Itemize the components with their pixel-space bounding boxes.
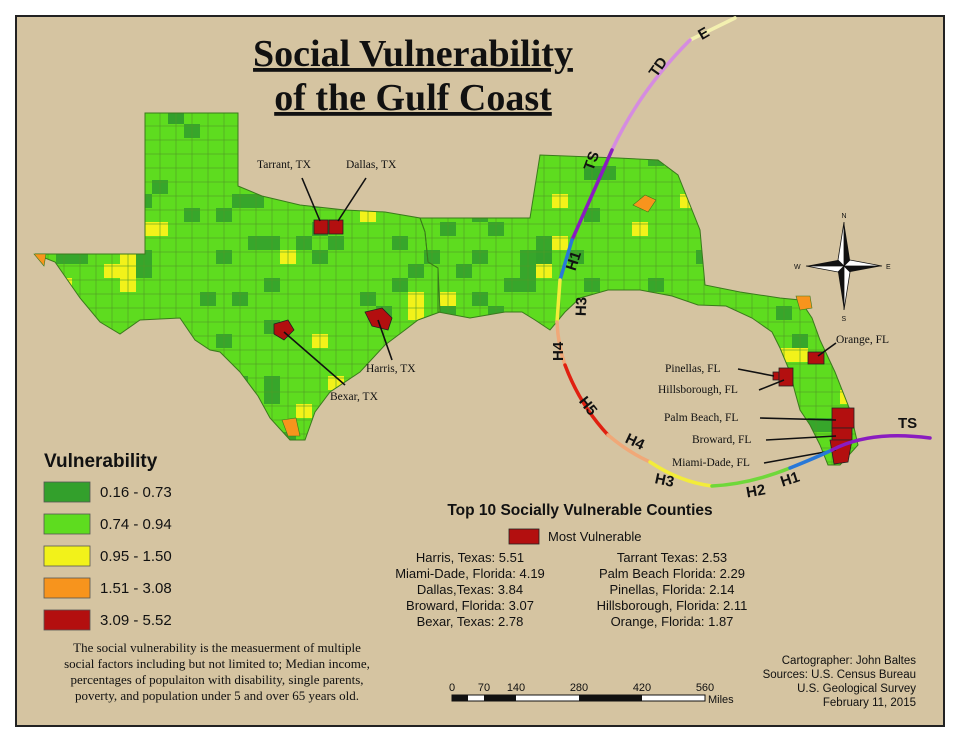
leader-lines [283,177,837,464]
legend-label-1: 0.16 - 0.73 [100,484,172,501]
map-title-line1: Social Vulnerability [253,33,573,75]
legend-swatch-2 [43,513,91,535]
legend: Vulnerability 0.16 - 0.73 0.74 - 0.94 0.95… [43,451,172,631]
label-bexar: Bexar, TX [330,391,379,403]
top10-panel: Top 10 Socially Vulnerable Counties Most… [395,502,747,629]
most-vulnerable-swatch [508,528,540,545]
scale-tick-560: 560 [696,682,714,694]
top10-right-5: Orange, Florida: 1.87 [611,614,734,629]
compass-n: N [842,213,847,220]
top10-title: Top 10 Socially Vulnerable Counties [447,502,712,519]
label-broward: Broward, FL [692,434,751,446]
scale-tick-140: 140 [507,682,525,694]
legend-swatch-1 [43,481,91,503]
credit-cartographer: Cartographer: John Baltes [782,655,916,667]
credit-source-census: Sources: U.S. Census Bureau [763,669,916,681]
compass-s: S [842,316,847,323]
credit-date: February 11, 2015 [823,697,916,709]
top10-right-1: Tarrant Texas: 2.53 [617,550,727,565]
compass-w: W [794,264,801,271]
description-text: The social vulnerability is the measuerm… [64,640,370,703]
legend-swatch-4 [43,577,91,599]
description-line-1: The social vulnerability is the measuerm… [73,640,361,655]
top10-left-5: Bexar, Texas: 2.78 [417,614,524,629]
top10-left-2: Miami-Dade, Florida: 4.19 [395,566,545,581]
track-label-h2: H2 [745,481,767,501]
label-palm-beach: Palm Beach, FL [664,412,738,424]
top10-right-4: Hillsborough, Florida: 2.11 [597,598,748,613]
label-hillsborough: Hillsborough, FL [658,384,738,396]
legend-label-4: 1.51 - 3.08 [100,580,172,597]
label-harris: Harris, TX [366,363,416,375]
scale-unit: Miles [708,694,734,706]
track-label-h4b: H4 [623,430,648,454]
legend-title: Vulnerability [44,451,158,472]
label-miami-dade: Miami-Dade, FL [672,457,750,469]
legend-label-3: 0.95 - 1.50 [100,548,172,565]
top10-left-3: Dallas,Texas: 3.84 [417,582,523,597]
label-orange: Orange, FL [836,334,889,346]
most-vulnerable-label: Most Vulnerable [548,529,641,544]
label-dallas: Dallas, TX [346,159,397,171]
track-label-h1b: H1 [778,469,802,491]
scale-tick-0: 0 [449,682,455,694]
legend-label-2: 0.74 - 0.94 [100,516,172,533]
scale-tick-280: 280 [570,682,588,694]
legend-swatch-5 [43,609,91,631]
description-line-3: percentages of populaiton with disabilit… [70,672,363,687]
compass-e: E [886,264,891,271]
legend-label-5: 3.09 - 5.52 [100,612,172,629]
north-arrow-compass-icon: N S E W [794,213,891,323]
label-pinellas: Pinellas, FL [665,363,721,375]
scale-bar: 0 70 140 280 420 560 Miles [449,682,734,706]
credit-source-usgs: U.S. Geological Survey [797,683,916,695]
top10-right-2: Palm Beach Florida: 2.29 [599,566,745,581]
credits: Cartographer: John Baltes Sources: U.S. … [763,655,917,709]
description-line-2: social factors including but not limited… [64,656,370,671]
top10-left-1: Harris, Texas: 5.51 [416,550,524,565]
top10-left-4: Broward, Florida: 3.07 [406,598,534,613]
scale-tick-420: 420 [633,682,651,694]
track-label-h4: H4 [550,341,567,361]
map-title-line2: of the Gulf Coast [274,77,552,119]
scale-tick-70: 70 [478,682,490,694]
orange-counties [33,194,813,437]
track-label-ts: TS [581,149,604,173]
top10-right-3: Pinellas, Florida: 2.14 [609,582,734,597]
hurricane-track [555,16,932,488]
label-tarrant: Tarrant, TX [257,159,312,171]
track-label-h3: H3 [573,297,591,317]
track-label-h3b: H3 [653,470,675,491]
track-label-h1: H1 [563,249,585,273]
track-label-tsb: TS [898,415,917,432]
track-labels: E TD TS H1 H3 H4 H5 H4 H3 H2 H1 TS [550,24,917,501]
description-line-4: poverty, and population under 5 and over… [75,688,359,703]
legend-swatch-3 [43,545,91,567]
